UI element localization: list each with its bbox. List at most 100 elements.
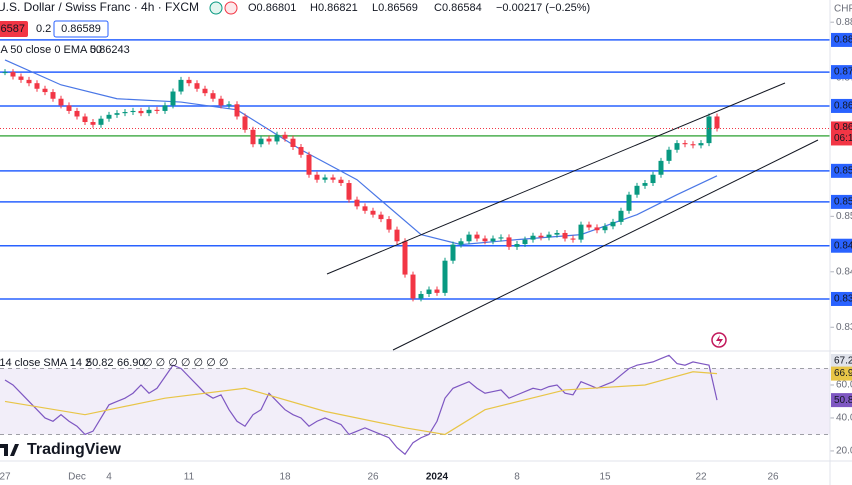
candle [234, 104, 240, 117]
candle [586, 224, 592, 228]
candle [362, 206, 368, 211]
candle [2, 72, 8, 74]
x-tick-label: 27 [0, 472, 11, 483]
last-price-box [831, 121, 852, 146]
level-label: 0.85260 [834, 197, 852, 208]
candle [274, 134, 280, 142]
candle [626, 194, 632, 211]
ema-legend: EMA 50 close 0 EMA 50 [0, 44, 102, 56]
bid: 0.86587 [0, 23, 25, 35]
rsi-y-tick-label: 40.00 [836, 413, 852, 424]
rsi-top-label: 67.22 [834, 356, 852, 367]
x-tick-label: 18 [279, 472, 291, 483]
candle [666, 149, 672, 161]
candle [250, 129, 256, 145]
candle [202, 88, 208, 94]
candle [354, 199, 360, 207]
candle [650, 174, 656, 184]
x-tick-label: 11 [184, 472, 195, 483]
candle [546, 234, 552, 238]
level-label-box [831, 194, 852, 209]
rsi-value-box [831, 393, 852, 408]
candle [82, 116, 88, 123]
currency: CHF [834, 4, 852, 15]
candle [210, 93, 216, 99]
candle [538, 235, 544, 238]
candle [322, 177, 328, 180]
candle [282, 134, 288, 139]
candle [90, 122, 96, 125]
candle [306, 154, 312, 175]
candle [706, 116, 712, 144]
candle [466, 234, 472, 242]
level-label-box [831, 98, 852, 113]
y-tick-label: 0.83000 [836, 322, 852, 333]
candle [570, 238, 576, 240]
countdown: 06:1 [834, 133, 852, 144]
candle [346, 183, 352, 200]
rsi-legend: RSI 14 close SMA 14 2 [0, 357, 91, 369]
candle [146, 109, 152, 114]
candle [130, 110, 136, 113]
candle [370, 210, 376, 215]
rsi-series-line [4, 371, 718, 436]
candle [338, 179, 344, 184]
candle [194, 83, 200, 89]
candle [218, 98, 224, 106]
candle [490, 238, 496, 242]
candle [98, 118, 104, 125]
level-label: 0.85820 [834, 165, 852, 176]
candle [154, 109, 160, 111]
candle [122, 112, 128, 114]
last-price: 0.86584 [834, 122, 852, 133]
status-icon[interactable] [209, 1, 223, 15]
candle [50, 92, 56, 99]
candle [434, 289, 440, 293]
market-icon[interactable] [224, 1, 238, 15]
candle [634, 185, 640, 195]
channel-upper[interactable] [326, 82, 786, 275]
candle [290, 138, 296, 147]
candle [226, 104, 232, 106]
level-label-box [831, 65, 852, 80]
candle [258, 138, 264, 145]
bid-box [0, 21, 28, 37]
candle [698, 143, 704, 146]
candle [618, 210, 624, 222]
candle [426, 289, 432, 294]
candle [682, 143, 688, 145]
candle [386, 219, 392, 230]
candle [642, 183, 648, 186]
candle [330, 177, 336, 180]
ohlc-change: −0.00217 (−0.25%) [496, 2, 590, 14]
ask-box[interactable] [53, 20, 109, 38]
events-bolt [716, 335, 723, 346]
candle [10, 72, 16, 77]
candle [514, 244, 520, 247]
candle [714, 116, 720, 129]
events-icon[interactable] [711, 332, 727, 348]
channel-lower[interactable] [392, 139, 819, 351]
ohlc-open: O0.86801 [248, 2, 296, 14]
level-label: 0.86990 [834, 101, 852, 112]
level-label-box [831, 163, 852, 178]
ohlc-low: L0.86569 [372, 2, 418, 14]
rsi-legend-extras: ∅ ∅ ∅ ∅ ∅ ∅ ∅ [143, 357, 228, 369]
candle [114, 113, 120, 115]
ohlc-close: C0.86584 [434, 2, 482, 14]
rsi-value-box [831, 366, 852, 381]
rsi-legend-sma: 66.90 [117, 357, 145, 369]
candle [554, 232, 560, 235]
candle [178, 79, 184, 92]
candle [482, 238, 488, 242]
candle [106, 114, 112, 119]
candle [186, 79, 192, 84]
candle [442, 260, 448, 293]
candle [18, 76, 24, 80]
candle [266, 138, 272, 142]
candle [658, 160, 664, 175]
candle [498, 237, 504, 239]
